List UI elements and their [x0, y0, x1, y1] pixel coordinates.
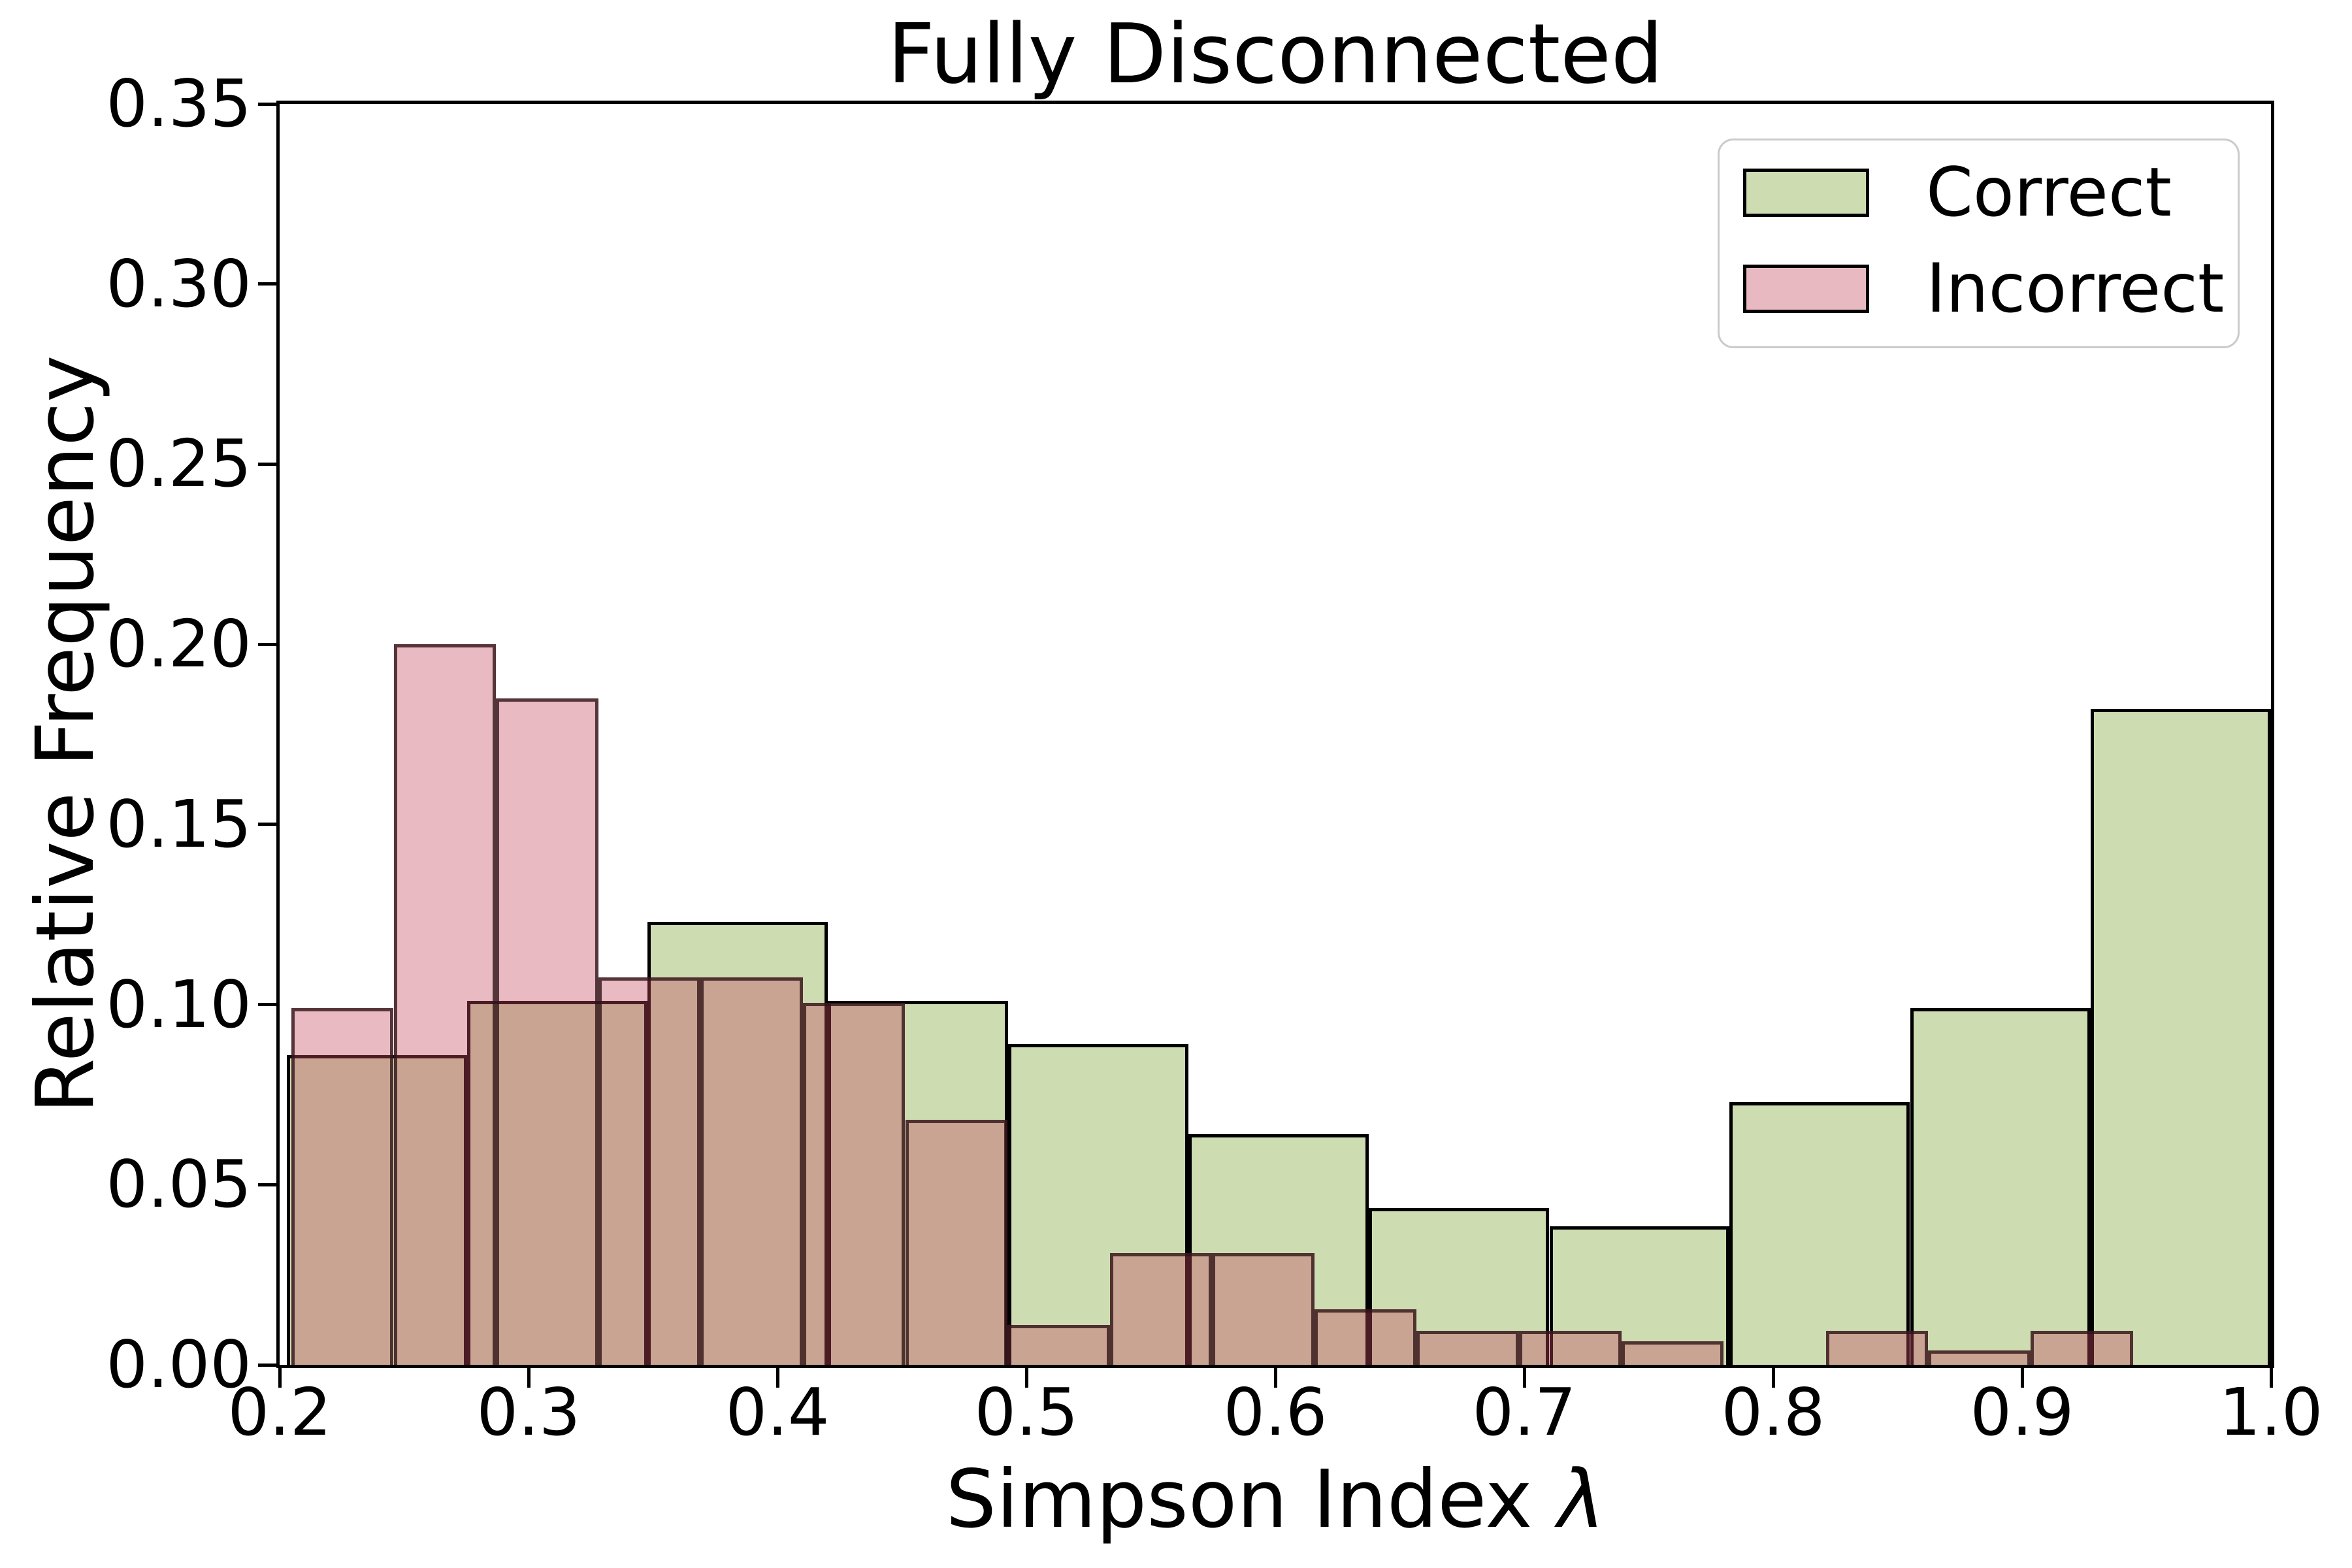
- legend-swatch-incorrect: [1743, 265, 1869, 313]
- x-tick: [776, 1366, 779, 1388]
- x-tick: [1522, 1366, 1526, 1388]
- y-tick: [258, 1183, 280, 1186]
- y-tick: [258, 102, 280, 106]
- histogram-bar-correct: [1188, 1134, 1369, 1365]
- y-axis-label: Relative Frequency: [19, 355, 112, 1114]
- histogram-bar-incorrect: [700, 977, 803, 1365]
- x-tick-label: 0.5: [974, 1374, 1079, 1450]
- y-tick-label: 0.00: [106, 1326, 252, 1403]
- y-tick: [258, 823, 280, 826]
- histogram-bar-incorrect: [291, 1008, 394, 1365]
- x-tick-label: 0.3: [476, 1374, 581, 1450]
- histogram-bar-correct: [1910, 1008, 2091, 1365]
- x-tick: [2269, 1366, 2273, 1388]
- x-tick: [1024, 1366, 1028, 1388]
- histogram-bar-incorrect: [905, 1120, 1008, 1365]
- x-tick: [2020, 1366, 2024, 1388]
- y-tick-label: 0.10: [106, 966, 252, 1043]
- histogram-bar-correct: [647, 921, 828, 1365]
- y-tick: [258, 1003, 280, 1007]
- x-tick-label: 0.9: [1970, 1374, 2074, 1450]
- y-tick-label: 0.30: [106, 245, 252, 322]
- x-tick-label: 0.7: [1472, 1374, 1576, 1450]
- histogram-bar-incorrect: [393, 644, 497, 1365]
- histogram-bar-correct: [1369, 1208, 1550, 1365]
- histogram-bar-incorrect: [2031, 1330, 2133, 1365]
- histogram-bar-incorrect: [802, 1002, 906, 1365]
- y-tick-label: 0.05: [106, 1146, 252, 1223]
- histogram-bar-incorrect: [1519, 1330, 1622, 1365]
- histogram-bar-incorrect: [1314, 1309, 1417, 1365]
- x-tick-label: 0.8: [1721, 1374, 1825, 1450]
- histogram-bar-incorrect: [1928, 1350, 2031, 1365]
- x-tick-label: 0.4: [725, 1374, 830, 1450]
- legend-label-correct: Correct: [1926, 154, 2172, 232]
- histogram-bar-incorrect: [1109, 1253, 1213, 1365]
- x-tick-label: 0.6: [1223, 1374, 1328, 1450]
- chart-title: Fully Disconnected: [887, 6, 1663, 102]
- legend-label-incorrect: Incorrect: [1926, 250, 2225, 328]
- y-tick-label: 0.15: [106, 785, 252, 862]
- histogram-bar-correct: [2090, 709, 2271, 1365]
- y-tick-label: 0.35: [106, 65, 252, 142]
- histogram-bar-correct: [1729, 1102, 1910, 1365]
- histogram-bar-incorrect: [1416, 1330, 1519, 1365]
- y-tick-label: 0.25: [106, 425, 252, 502]
- x-axis-label-text: Simpson Index: [945, 1453, 1558, 1546]
- x-axis-label: Simpson Index λ: [280, 1454, 2271, 1545]
- y-tick: [258, 462, 280, 466]
- lambda-symbol: λ: [1558, 1453, 1605, 1546]
- histogram-bar-incorrect: [1212, 1253, 1315, 1365]
- histogram-bar-incorrect: [496, 698, 598, 1365]
- histogram-bar-incorrect: [1825, 1330, 1929, 1365]
- x-tick: [278, 1366, 282, 1388]
- histogram-bar-incorrect: [1007, 1325, 1110, 1365]
- histogram-bar-correct: [287, 1054, 468, 1365]
- y-tick: [258, 642, 280, 646]
- y-tick: [258, 1363, 280, 1367]
- y-tick-label: 0.20: [106, 606, 252, 683]
- histogram-bar-correct: [1008, 1044, 1189, 1365]
- histogram-bar-incorrect: [1621, 1341, 1724, 1365]
- x-tick: [1771, 1366, 1775, 1388]
- legend: Correct Incorrect: [1718, 139, 2240, 348]
- y-tick: [258, 282, 280, 286]
- histogram-bar-correct: [828, 1001, 1009, 1365]
- x-tick: [1273, 1366, 1277, 1388]
- x-tick-label: 0.2: [227, 1374, 332, 1450]
- histogram-bar-incorrect: [598, 977, 701, 1365]
- legend-swatch-correct: [1743, 169, 1869, 217]
- x-tick: [527, 1366, 531, 1388]
- x-tick-label: 1.0: [2219, 1374, 2323, 1450]
